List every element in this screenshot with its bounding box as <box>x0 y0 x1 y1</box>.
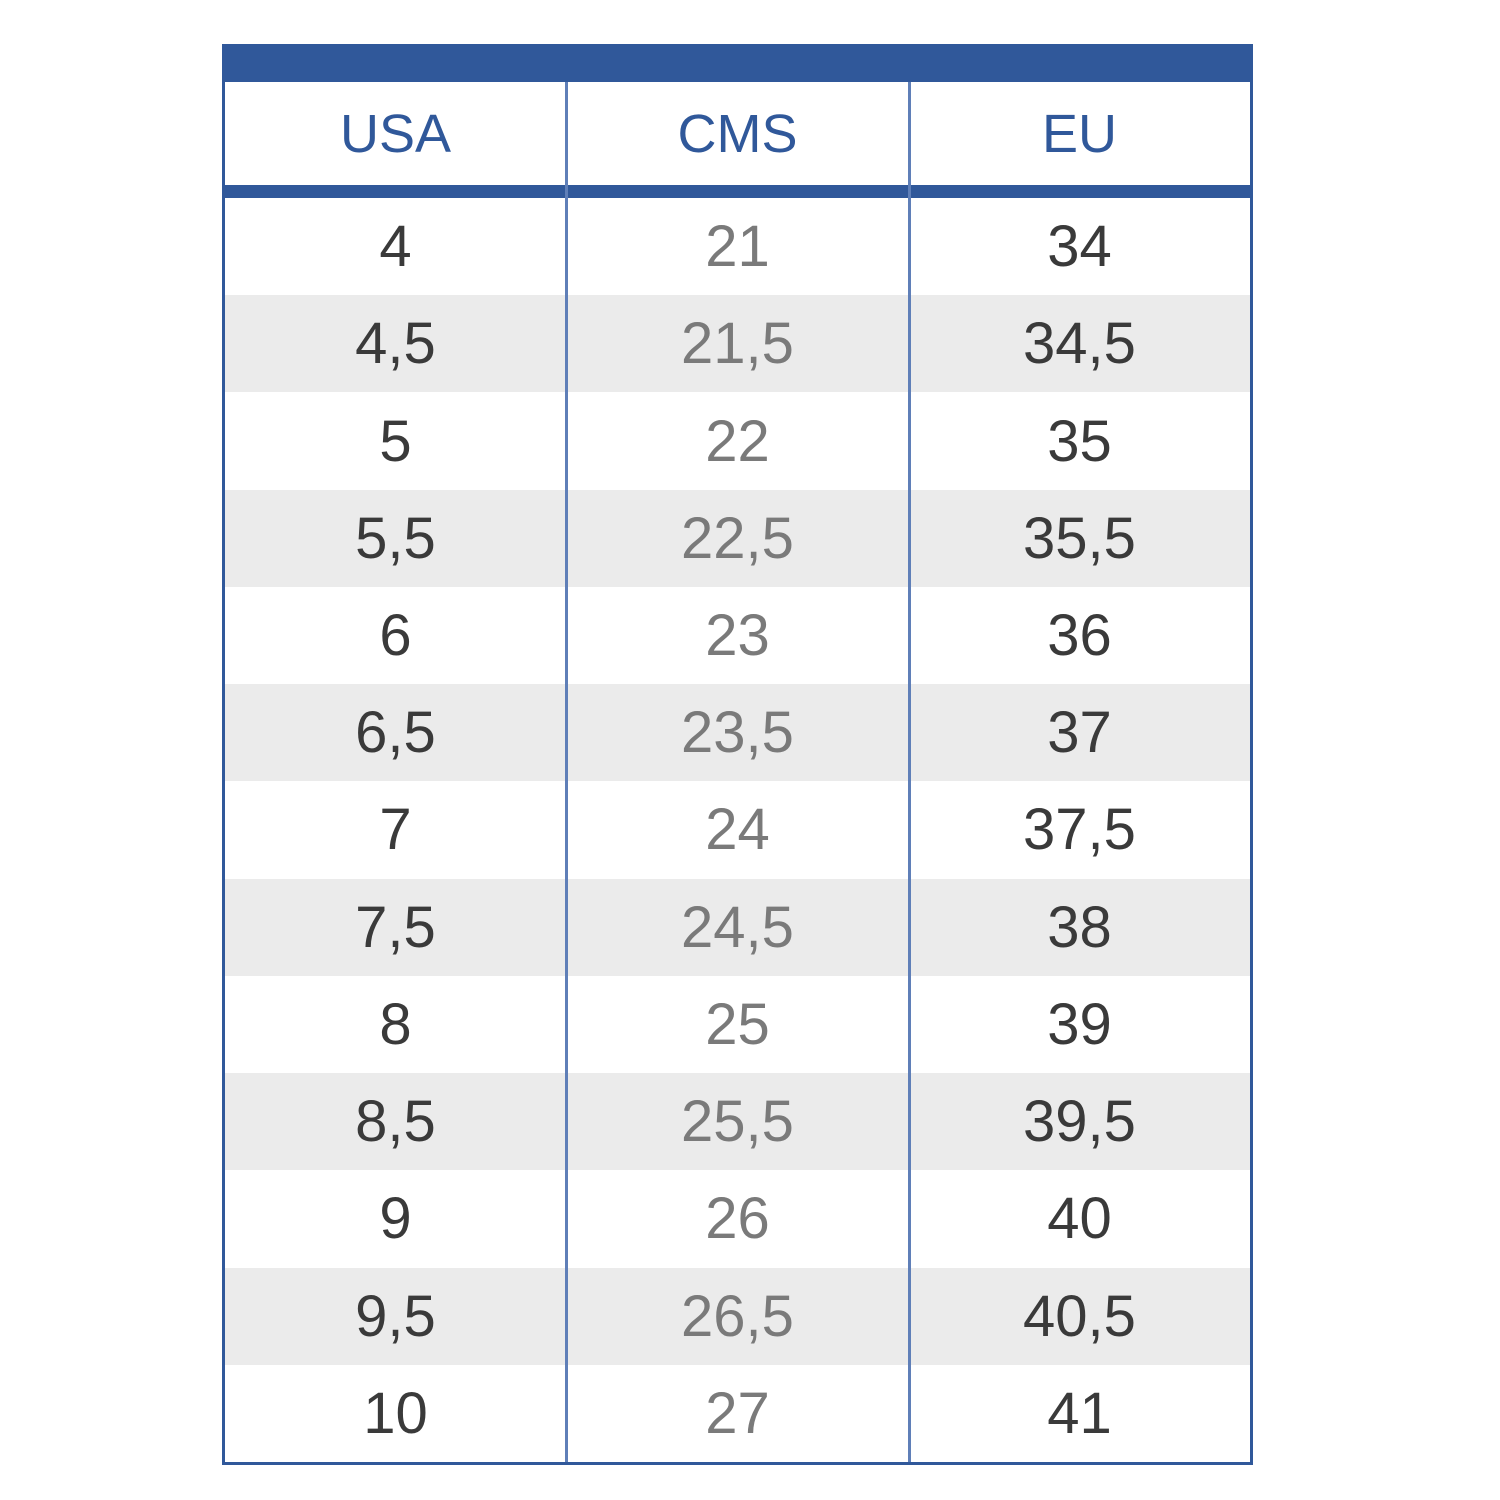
row-stripe <box>225 684 1250 782</box>
row-stripe <box>225 878 1250 976</box>
size-cell: 5 <box>379 408 412 474</box>
size-cell: 38 <box>1047 894 1112 960</box>
size-cell: 37 <box>1047 700 1112 766</box>
header-rule <box>222 185 1253 198</box>
size-cell: 25,5 <box>681 1089 794 1155</box>
size-cell: 36 <box>1047 603 1112 669</box>
size-cell: 40 <box>1047 1186 1112 1252</box>
size-cell: 8,5 <box>355 1089 436 1155</box>
size-cell: 39 <box>1047 991 1112 1057</box>
size-cell: 4,5 <box>355 311 436 377</box>
size-cell: 5,5 <box>355 505 436 571</box>
column-header: USA <box>339 103 452 164</box>
column-divider <box>908 82 911 1462</box>
size-cell: 23 <box>705 603 770 669</box>
column-header: CMS <box>677 103 798 164</box>
row-stripe <box>225 295 1250 393</box>
size-cell: 25 <box>705 991 770 1057</box>
size-cell: 21 <box>705 214 770 280</box>
size-cell: 9 <box>379 1186 412 1252</box>
size-cell: 26 <box>705 1186 770 1252</box>
size-cell: 7,5 <box>355 894 436 960</box>
top-bar <box>222 44 1253 82</box>
size-cell: 41 <box>1047 1380 1112 1446</box>
size-cell: 7 <box>379 797 412 863</box>
size-cell: 21,5 <box>681 311 794 377</box>
size-table: USA CMS EU 4 21 34 4,5 21,5 34,5 5 22 35 5,5 22,5 35,5… <box>222 44 1253 1465</box>
size-cell: 35,5 <box>1023 505 1136 571</box>
size-cell: 26,5 <box>681 1283 794 1349</box>
row-stripe <box>225 489 1250 587</box>
size-cell: 24,5 <box>681 894 794 960</box>
column-header: EU <box>1041 103 1117 164</box>
size-cell: 4 <box>379 214 412 280</box>
size-cell: 37,5 <box>1023 797 1136 863</box>
row-stripe <box>225 1073 1250 1171</box>
size-cell: 24 <box>705 797 770 863</box>
size-cell: 39,5 <box>1023 1089 1136 1155</box>
column-divider <box>565 82 568 1462</box>
size-cell: 8 <box>379 991 412 1057</box>
size-cell: 35 <box>1047 408 1112 474</box>
size-cell: 22,5 <box>681 505 794 571</box>
size-cell: 9,5 <box>355 1283 436 1349</box>
size-cell: 6,5 <box>355 700 436 766</box>
size-cell: 34 <box>1047 214 1112 280</box>
row-stripe <box>225 1267 1250 1365</box>
size-cell: 34,5 <box>1023 311 1136 377</box>
size-cell: 22 <box>705 408 770 474</box>
size-cell: 6 <box>379 603 412 669</box>
size-cell: 10 <box>363 1380 428 1446</box>
size-cell: 23,5 <box>681 700 794 766</box>
size-cell: 27 <box>705 1380 770 1446</box>
size-cell: 40,5 <box>1023 1283 1136 1349</box>
